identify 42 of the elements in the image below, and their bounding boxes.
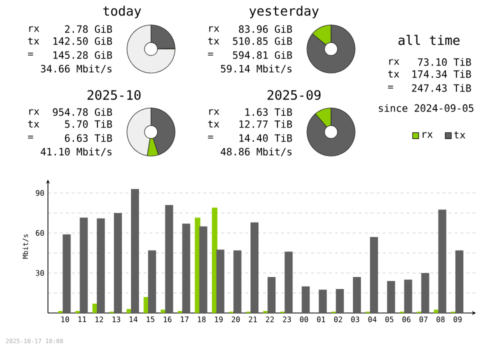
text: tx (208, 37, 220, 45)
text: 142.50 GiB (53, 37, 112, 45)
text: rx (389, 59, 400, 65)
text: 247.43 TiB (412, 84, 472, 92)
text: 5.70 TiB (65, 120, 112, 128)
text: = (28, 52, 34, 56)
text: rx (29, 26, 40, 32)
text: tx (208, 120, 220, 128)
text: tx (388, 70, 400, 78)
text: 954.78 GiB (52, 108, 112, 116)
chart-title: yesterday (249, 6, 319, 18)
text: 41.10 Mbit/s (40, 148, 112, 156)
text: all time (398, 34, 460, 46)
text: 6.63 TiB (64, 134, 112, 142)
text: 12.77 TiB (240, 120, 292, 128)
text: 83.96 GiB (238, 25, 292, 33)
text: 510.85 GiB (232, 37, 292, 45)
text: 145.28 GiB (53, 51, 112, 59)
text: rx (209, 26, 220, 32)
text: rx (29, 109, 40, 115)
text: 14.40 TiB (240, 134, 292, 142)
text: 594.81 GiB (232, 51, 292, 59)
text: = (208, 136, 214, 139)
chart-title: 2025-10 (88, 90, 141, 100)
text: = (388, 86, 394, 89)
text: tx (28, 37, 40, 45)
text: 48.86 Mbit/s (220, 148, 292, 156)
text: = (28, 136, 34, 139)
text: 34.66 Mbit/s (40, 64, 112, 74)
text: tx (28, 120, 40, 128)
text: 59.14 Mbit/s (220, 64, 292, 74)
text: 1.63 TiB (246, 108, 292, 116)
text: since 2024-09-05 (378, 104, 474, 112)
text: = (208, 52, 214, 56)
text: rx (209, 109, 220, 115)
text: 2.78 GiB (65, 25, 112, 33)
chart-title: today (103, 6, 142, 18)
legend-label: rx (422, 132, 433, 138)
text: 174.34 TiB (412, 70, 472, 78)
text: 73.10 TiB (418, 58, 472, 66)
chart-title: 2025-09 (268, 90, 321, 100)
legend-label: tx (454, 131, 466, 138)
